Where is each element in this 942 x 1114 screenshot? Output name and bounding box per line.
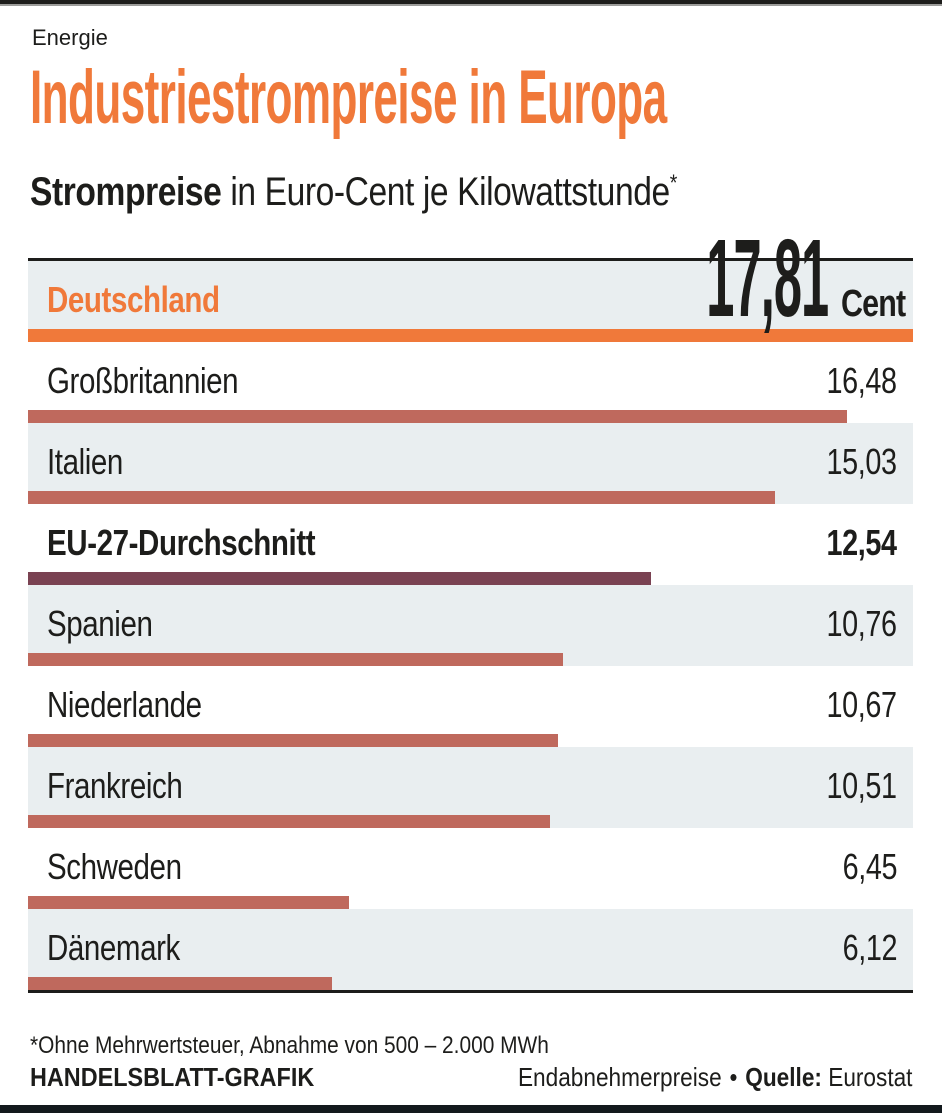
credit: HANDELSBLATT-GRAFIK [30,1062,315,1092]
subtitle-rest: in Euro-Cent je Kilowattstunde [221,170,670,214]
page-title: Industriestrompreise in Europa [30,55,667,140]
row-header: Großbritannien 16,48 [28,342,913,410]
row-value: 6,45 [842,846,898,887]
row-bar [28,815,551,828]
row-label: Großbritannien [47,360,239,401]
row-header: Schweden 6,45 [28,828,913,896]
bottom-edge-bar [0,1105,942,1113]
row-bar [28,977,333,990]
source-value: Eurostat [827,1062,912,1092]
footnote: *Ohne Mehrwertsteuer, Abnahme von 500 – … [30,1032,549,1059]
source-label: Quelle: [744,1062,822,1092]
row-header: Spanien 10,76 [28,585,913,653]
bar-chart: Deutschland 17,81 Cent Großbritannien 16,48 I… [28,224,913,993]
row-value: 12,54 [826,522,897,563]
footnote-marker: * [669,169,678,196]
row-bar [28,491,775,504]
row-value: 15,03 [826,441,897,482]
row-label: Niederlande [47,684,202,725]
chart-row: Frankreich 10,51 [28,747,913,828]
kicker: Energie [32,25,108,50]
row-label: EU-27-Durchschnitt [47,522,316,563]
row-value: 16,48 [826,360,897,401]
row-label: Spanien [47,603,153,644]
chart-row: Dänemark 6,12 [28,909,913,990]
row-header: Dänemark 6,12 [28,909,913,977]
source-separator: • [729,1062,737,1092]
row-value: 10,67 [826,684,897,725]
row-header: Frankreich 10,51 [28,747,913,815]
subtitle-bold: Strompreise [30,170,222,214]
chart-subtitle: Strompreise in Euro-Cent je Kilowattstun… [30,170,677,214]
top-edge-rule [0,0,942,6]
chart-row: Spanien 10,76 [28,585,913,666]
chart-row: Deutschland 17,81 Cent [28,224,913,342]
row-value: 6,12 [842,927,898,968]
row-label: Schweden [47,846,182,887]
row-bar [28,734,559,747]
row-header: EU-27-Durchschnitt 12,54 [28,504,913,572]
row-header: Deutschland [28,261,913,329]
chart-row: Schweden 6,45 [28,828,913,909]
row-bar [28,329,913,342]
chart-row: Niederlande 10,67 [28,666,913,747]
row-label: Italien [47,441,123,482]
row-header: Italien 15,03 [28,423,913,491]
chart-rows: Deutschland 17,81 Cent Großbritannien 16,48 I… [28,224,913,990]
row-label: Frankreich [47,765,183,806]
highlight-value-number: 17,81 [706,217,830,340]
row-bar [28,896,349,909]
row-bar [28,410,847,423]
row-bar [28,653,563,666]
row-value: 10,76 [826,603,897,644]
row-label: Deutschland [47,279,220,320]
row-value: 10,51 [826,765,897,806]
row-label: Dänemark [47,927,180,968]
chart-row: Großbritannien 16,48 [28,342,913,423]
chart-bottom-rule [28,990,913,993]
chart-top-rule [28,258,913,261]
chart-row: Italien 15,03 [28,423,913,504]
source-line: Endabnehmerpreise • Quelle: Eurostat [517,1062,912,1093]
chart-row: EU-27-Durchschnitt 12,54 [28,504,913,585]
source-prefix: Endabnehmerpreise [517,1062,722,1092]
row-bar [28,572,652,585]
row-header: Niederlande 10,67 [28,666,913,734]
highlight-value: 17,81 Cent [563,224,921,334]
highlight-value-unit: Cent [840,283,906,325]
